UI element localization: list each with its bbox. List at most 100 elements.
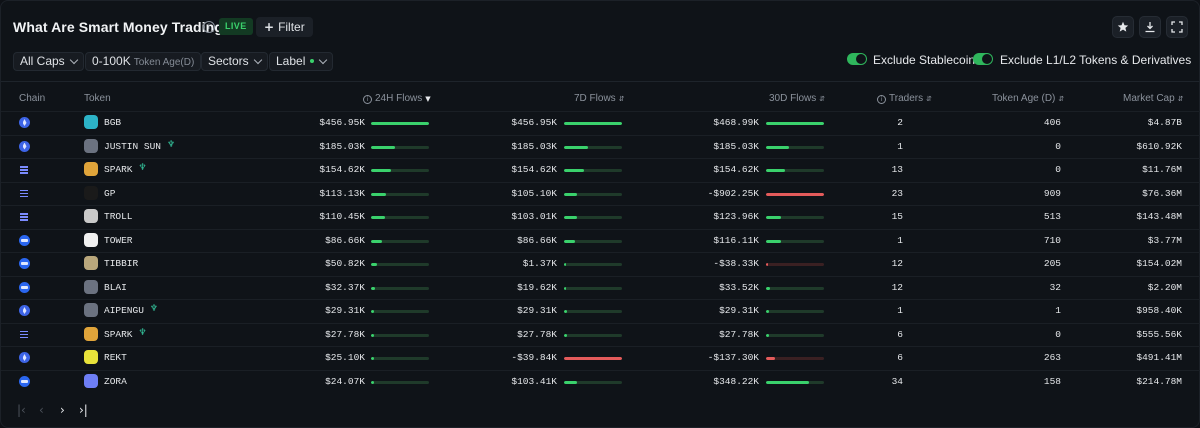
f24-flow-bar-fill <box>371 380 374 384</box>
f7-flow-value: $1.37K <box>522 258 557 269</box>
token-name[interactable]: JUSTIN SUN <box>104 140 162 152</box>
token-age-filter[interactable]: 0-100K Token Age(D) <box>85 52 202 71</box>
table-row[interactable]: BLAI $32.37K $19.62K $33.52K 12 32 $2.20M <box>1 275 1200 300</box>
f7-flow-bar-fill <box>564 310 567 313</box>
f30-flow-bar-fill <box>766 192 824 196</box>
solana-chain-icon <box>19 329 30 340</box>
last-page-button[interactable]: ›| <box>79 403 88 417</box>
f7-flow-value: $105.10K <box>511 187 557 199</box>
token-name[interactable]: ZORA <box>104 375 127 387</box>
token-age-value: 406 <box>1043 117 1061 128</box>
sectors-dropdown[interactable]: Sectors <box>201 52 268 71</box>
token-age-value: 0 <box>1055 328 1061 340</box>
table-row[interactable]: JUSTIN SUN ♆ $185.03K $185.03K $185.03K 1 0 $61… <box>1 134 1200 159</box>
token-age-value: 263 <box>1043 352 1061 363</box>
table-row[interactable]: TROLL $110.45K $103.01K $123.96K 15 513 $143.4… <box>1 205 1200 229</box>
token-name[interactable]: GP <box>104 187 116 199</box>
f24-flow-bar <box>371 310 429 313</box>
market-cap-value: $4.87B <box>1147 117 1182 128</box>
token-age-value: 909 <box>1043 187 1061 199</box>
col-24h-flows[interactable]: i 24H Flows ▼ <box>363 93 431 104</box>
f7-flow-value: $456.95K <box>511 117 557 128</box>
token-logo-icon <box>84 303 98 317</box>
f30-flow-bar-fill <box>766 380 809 384</box>
traders-count: 34 <box>891 375 903 387</box>
download-button[interactable] <box>1139 16 1161 38</box>
f30-flow-bar-fill <box>766 216 781 219</box>
traders-count: 1 <box>897 234 903 246</box>
f30-flow-value: -$38.33K <box>713 258 759 269</box>
prev-page-button[interactable]: ‹ <box>39 403 44 417</box>
token-name[interactable]: TIBBIR <box>104 258 139 269</box>
next-page-button[interactable]: › <box>60 403 65 417</box>
f7-flow-value: $103.41K <box>511 375 557 387</box>
sort-desc-icon: ▼ <box>425 95 431 103</box>
token-name[interactable]: REKT <box>104 352 127 363</box>
solana-chain-icon <box>19 164 30 175</box>
market-cap-value: $143.48M <box>1136 211 1182 222</box>
token-name[interactable]: TROLL <box>104 211 133 222</box>
col-30d-flows[interactable]: 30D Flows ⇵ <box>769 93 825 104</box>
f24-flow-bar <box>371 192 429 196</box>
table-row[interactable]: BGB $456.95K $456.95K $468.99K 2 406 $4.87B <box>1 111 1200 135</box>
table-row[interactable]: AIPENGU ♆ $29.31K $29.31K $29.31K 1 1 $958.40K <box>1 299 1200 323</box>
live-badge: LIVE <box>219 18 253 35</box>
f30-flow-bar-fill <box>766 333 769 337</box>
col-market-cap[interactable]: Market Cap ⇵ <box>1123 93 1184 104</box>
sort-icon: ⇵ <box>618 95 625 103</box>
caps-value: All Caps <box>20 54 65 68</box>
f7-flow-bar <box>564 380 622 384</box>
table-row[interactable]: GP $113.13K $105.10K -$902.25K 23 909 $76.36M <box>1 181 1200 206</box>
info-icon[interactable]: i <box>203 21 215 33</box>
f24-flow-bar <box>371 239 429 243</box>
caps-dropdown[interactable]: All Caps <box>13 52 84 71</box>
table-row[interactable]: SPARK ♆ $27.78K $27.78K $27.78K 6 0 $555.56K <box>1 322 1200 347</box>
col-7d-flows[interactable]: 7D Flows ⇵ <box>574 93 625 104</box>
token-name[interactable]: TOWER <box>104 234 133 246</box>
base-chain-icon <box>19 375 30 387</box>
traders-count: 23 <box>891 187 903 199</box>
first-page-button[interactable]: |‹ <box>17 403 26 417</box>
traders-count: 6 <box>897 328 903 340</box>
label-dropdown[interactable]: Label <box>269 52 334 71</box>
token-name[interactable]: SPARK <box>104 328 133 340</box>
table-row[interactable]: ZORA $24.07K $103.41K $348.22K 34 158 $214.78M <box>1 369 1200 394</box>
traders-count: 12 <box>891 281 903 293</box>
col-traders[interactable]: i Traders ⇵ <box>877 93 932 104</box>
table-row[interactable]: TOWER $86.66K $86.66K $116.11K 1 710 $3.77M <box>1 228 1200 253</box>
token-name[interactable]: AIPENGU <box>104 305 144 316</box>
f24-flow-bar <box>371 216 429 219</box>
table-row[interactable]: TIBBIR $50.82K $1.37K -$38.33K 12 205 $154.02M <box>1 252 1200 276</box>
token-name[interactable]: BLAI <box>104 281 127 293</box>
star-button[interactable] <box>1112 16 1134 38</box>
f24-flow-bar <box>371 286 429 290</box>
token-age-value: 513 <box>1043 211 1061 222</box>
f24-flow-value: $27.78K <box>325 328 365 340</box>
table-row[interactable]: SPARK ♆ $154.62K $154.62K $154.62K 13 0 $11.76M <box>1 158 1200 182</box>
col-token: Token <box>84 93 111 104</box>
token-age-range: 0-100K <box>92 54 131 68</box>
f30-flow-bar <box>766 333 824 337</box>
f30-flow-bar <box>766 216 824 219</box>
filter-button[interactable]: + Filter <box>256 17 313 37</box>
f30-flow-value: $116.11K <box>713 234 759 246</box>
f24-flow-bar-fill <box>371 239 382 243</box>
token-name[interactable]: SPARK <box>104 164 133 175</box>
token-name[interactable]: BGB <box>104 117 122 128</box>
chevron-down-icon <box>69 55 78 65</box>
token-age-value: 0 <box>1055 140 1061 152</box>
ethereum-chain-icon <box>19 305 30 316</box>
fullscreen-button[interactable] <box>1166 16 1188 38</box>
ethereum-chain-icon <box>19 352 30 363</box>
exclude-stablecoin-toggle[interactable] <box>847 53 867 65</box>
f7-flow-value: $86.66K <box>517 234 557 246</box>
col-token-age[interactable]: Token Age (D) ⇵ <box>992 93 1064 104</box>
exclude-l1l2-toggle[interactable] <box>973 53 993 65</box>
col-7d-flows-label: 7D Flows <box>574 93 616 104</box>
chevron-down-icon <box>319 55 328 65</box>
token-age-label: Token Age(D) <box>133 57 195 68</box>
token-logo-icon <box>84 279 98 294</box>
table-row[interactable]: REKT $25.10K -$39.84K -$137.30K 6 263 $491.41M <box>1 346 1200 370</box>
f7-flow-bar-fill <box>564 192 577 196</box>
f30-flow-value: -$137.30K <box>707 352 759 363</box>
